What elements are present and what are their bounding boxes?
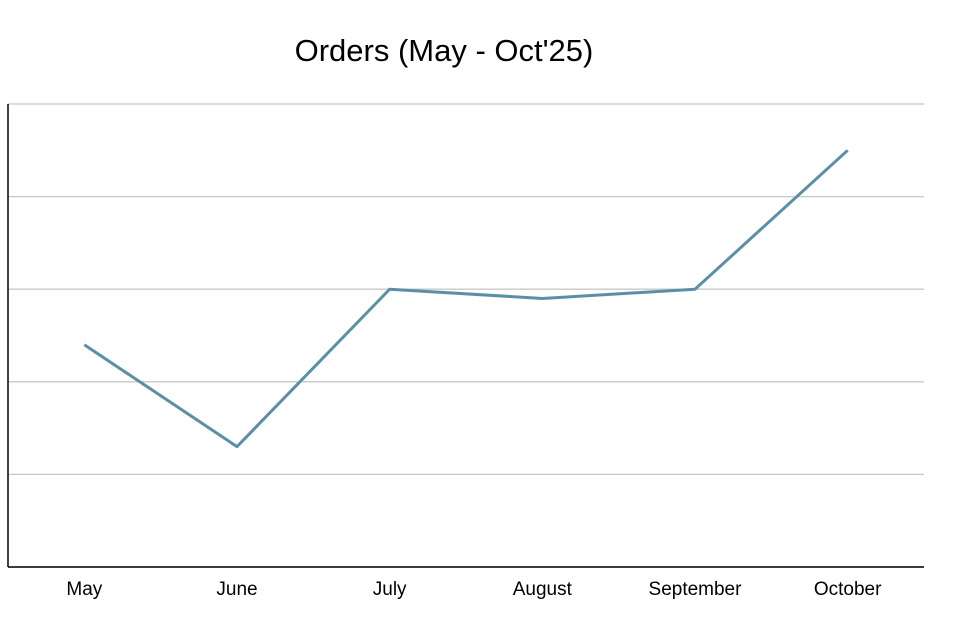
x-tick-label: October: [814, 579, 882, 600]
chart-title: Orders (May - Oct'25): [295, 33, 594, 68]
x-tick-label: August: [513, 579, 573, 600]
line: [83, 149, 849, 449]
x-tick-label: May: [66, 579, 102, 600]
x-tick-label: July: [373, 579, 407, 600]
x-tick-label: September: [649, 579, 743, 600]
x-tick-label: June: [216, 579, 257, 600]
